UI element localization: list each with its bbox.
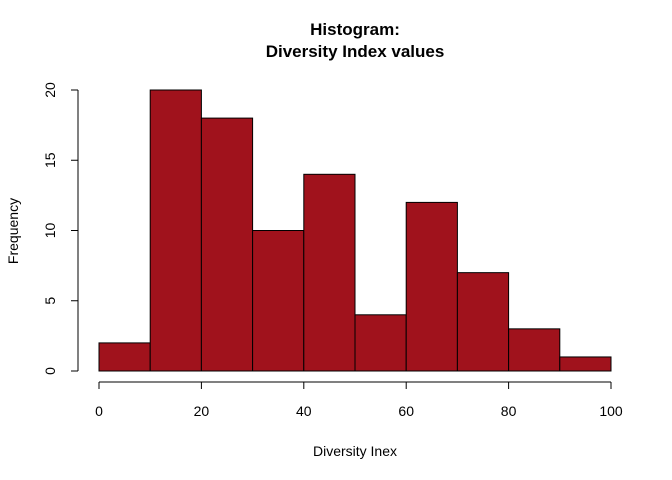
y-axis-label: Frequency (5, 198, 21, 264)
bars-group (98, 89, 612, 372)
x-tick-label: 40 (296, 403, 312, 419)
y-tick-label: 20 (42, 82, 58, 98)
histogram-bar (98, 342, 151, 372)
histogram-bar (252, 230, 305, 372)
y-tick-label: 15 (42, 152, 58, 168)
chart-title: Histogram: (310, 20, 400, 39)
x-tick-label: 100 (599, 403, 623, 419)
histogram-bar (456, 272, 510, 372)
histogram-bar (354, 314, 407, 372)
x-tick-label: 80 (501, 403, 517, 419)
histogram-bar (559, 356, 612, 372)
x-tick-label: 60 (398, 403, 414, 419)
histogram-bar (508, 328, 561, 372)
x-axis: 0 20 40 60 80 100 (95, 381, 623, 419)
y-tick-label: 5 (42, 297, 58, 305)
x-tick-label: 20 (194, 403, 210, 419)
x-axis-label: Diversity Inex (313, 443, 397, 459)
histogram-bar (405, 201, 458, 372)
y-tick-label: 10 (42, 223, 58, 239)
x-tick-label: 0 (95, 403, 103, 419)
y-axis: 0 5 10 15 20 (42, 82, 79, 375)
y-tick-label: 0 (42, 367, 58, 375)
histogram-bar (200, 117, 254, 372)
chart-subtitle: Diversity Index values (266, 42, 445, 61)
histogram-bar (303, 173, 356, 372)
histogram-bar (149, 89, 202, 372)
